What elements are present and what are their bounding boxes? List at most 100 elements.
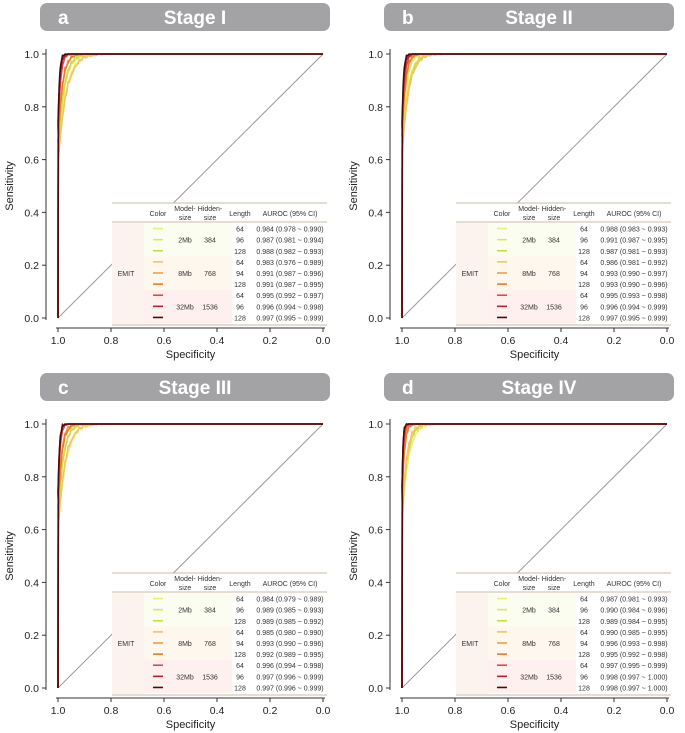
model-size-cell: 8Mb xyxy=(178,641,192,648)
y-axis-label: Sensitivity xyxy=(348,161,360,211)
header-model-size-line2: size xyxy=(179,585,192,592)
y-tick-label: 0.6 xyxy=(368,525,383,537)
auroc-cell: 0.996 (0.993 ~ 0.998) xyxy=(600,641,667,648)
reference-diagonal xyxy=(57,423,324,689)
hidden-size-cell: 384 xyxy=(548,608,560,615)
x-tick-label: 0.2 xyxy=(263,335,278,347)
x-tick-label: 0.0 xyxy=(660,705,675,717)
group-label: EMIT xyxy=(118,271,135,278)
model-size-cell: 2Mb xyxy=(178,608,192,615)
y-tick-label: 0.0 xyxy=(24,313,39,325)
x-tick-label: 0.8 xyxy=(448,335,463,347)
hidden-size-cell: 384 xyxy=(204,608,216,615)
x-tick-label: 0.0 xyxy=(316,335,331,347)
header-auroc: AUROC (95% CI) xyxy=(607,211,662,218)
length-cell: 96 xyxy=(236,608,244,615)
title-banner xyxy=(40,3,330,31)
x-tick-label: 0.6 xyxy=(501,705,516,717)
header-color: Color xyxy=(150,581,167,588)
length-cell: 128 xyxy=(578,249,590,256)
y-axis-label: Sensitivity xyxy=(4,161,16,211)
length-cell: 94 xyxy=(580,271,588,278)
length-cell: 96 xyxy=(236,238,244,245)
length-cell: 128 xyxy=(234,652,246,659)
model-size-cell: 2Mb xyxy=(178,238,192,245)
length-cell: 64 xyxy=(580,630,588,637)
y-tick-label: 0.8 xyxy=(368,102,383,114)
x-tick-label: 0.2 xyxy=(607,705,622,717)
auroc-cell: 0.997 (0.995 ~ 0.999) xyxy=(256,315,323,322)
auroc-cell: 0.997 (0.995 ~ 0.999) xyxy=(600,663,667,670)
x-tick-label: 0.0 xyxy=(316,705,331,717)
x-axis-label: Specificity xyxy=(510,719,560,731)
auroc-table: Color Model-size Hidden-size Length AUROC (9… xyxy=(456,202,671,326)
header-auroc: AUROC (95% CI) xyxy=(263,211,318,218)
x-tick-label: 0.2 xyxy=(263,705,278,717)
header-hidden-size-line1: Hidden- xyxy=(542,206,567,213)
auroc-cell: 0.991 (0.987 ~ 0.996) xyxy=(256,271,323,278)
auroc-cell: 0.995 (0.992 ~ 0.998) xyxy=(600,652,667,659)
length-cell: 96 xyxy=(580,608,588,615)
header-auroc: AUROC (95% CI) xyxy=(263,581,318,588)
header-length: Length xyxy=(573,211,595,218)
reference-diagonal xyxy=(401,53,668,319)
model-size-cell: 32Mb xyxy=(176,304,194,311)
header-model-size-line1: Model- xyxy=(518,206,540,213)
header-hidden-size-line1: Hidden- xyxy=(198,206,223,213)
x-tick-label: 1.0 xyxy=(395,335,410,347)
group-label: EMIT xyxy=(118,641,135,648)
header-color: Color xyxy=(150,211,167,218)
panel-letter: b xyxy=(402,8,414,29)
header-hidden-size-line2: size xyxy=(204,215,217,222)
roc-curve-line xyxy=(57,53,323,319)
x-tick-label: 0.8 xyxy=(104,705,119,717)
hidden-size-cell: 384 xyxy=(204,238,216,245)
panel-title: Stage III xyxy=(159,378,232,399)
header-length: Length xyxy=(573,581,595,588)
auroc-table: Color Model-size Hidden-size Length AUROC (9… xyxy=(456,572,671,696)
roc-curve-line xyxy=(401,53,667,319)
y-tick-label: 0.6 xyxy=(24,155,39,167)
hidden-size-cell: 384 xyxy=(548,238,560,245)
roc-curves xyxy=(57,423,323,689)
y-tick-label: 0.8 xyxy=(368,472,383,484)
panel-a: a Stage I 0.0 0.2 0.4 0.6 0.8 1.0 1.0 0.8 0.6 0.4 0.… xyxy=(4,3,330,361)
header-hidden-size-line2: size xyxy=(204,585,217,592)
y-tick-label: 0.2 xyxy=(24,260,39,272)
header-color: Color xyxy=(494,581,511,588)
roc-curves xyxy=(57,53,323,319)
auroc-cell: 0.989 (0.985 ~ 0.993) xyxy=(256,608,323,615)
header-auroc: AUROC (95% CI) xyxy=(607,581,662,588)
x-tick-label: 1.0 xyxy=(395,705,410,717)
model-size-cell: 8Mb xyxy=(522,641,536,648)
auroc-cell: 0.991 (0.987 ~ 0.995) xyxy=(256,282,323,289)
roc-curve-line xyxy=(401,423,667,689)
x-tick-label: 0.0 xyxy=(660,335,675,347)
header-hidden-size-line1: Hidden- xyxy=(542,576,567,583)
header-length: Length xyxy=(229,581,251,588)
roc-curves xyxy=(401,423,667,689)
auroc-cell: 0.985 (0.980 ~ 0.990) xyxy=(256,630,323,637)
y-tick-label: 0.0 xyxy=(368,683,383,695)
hidden-size-cell: 768 xyxy=(204,641,216,648)
hidden-size-cell: 768 xyxy=(204,271,216,278)
auroc-cell: 0.993 (0.990 ~ 0.996) xyxy=(256,641,323,648)
group-shade xyxy=(456,593,488,694)
y-tick-label: 0.2 xyxy=(368,260,383,272)
auroc-cell: 0.996 (0.994 ~ 0.999) xyxy=(600,304,667,311)
length-cell: 64 xyxy=(236,260,244,267)
auroc-cell: 0.987 (0.981 ~ 0.994) xyxy=(256,238,323,245)
y-tick-label: 0.6 xyxy=(368,155,383,167)
y-tick-label: 1.0 xyxy=(24,49,39,61)
auroc-cell: 0.997 (0.996 ~ 0.999) xyxy=(256,674,323,681)
auroc-cell: 0.989 (0.985 ~ 0.992) xyxy=(256,619,323,626)
y-axis-label: Sensitivity xyxy=(348,531,360,581)
y-tick-label: 0.8 xyxy=(24,472,39,484)
y-tick-label: 0.2 xyxy=(368,630,383,642)
length-cell: 64 xyxy=(580,227,588,234)
length-cell: 64 xyxy=(236,663,244,670)
auroc-cell: 0.990 (0.985 ~ 0.995) xyxy=(600,630,667,637)
auroc-cell: 0.993 (0.990 ~ 0.997) xyxy=(600,271,667,278)
panel-letter: c xyxy=(58,378,69,399)
